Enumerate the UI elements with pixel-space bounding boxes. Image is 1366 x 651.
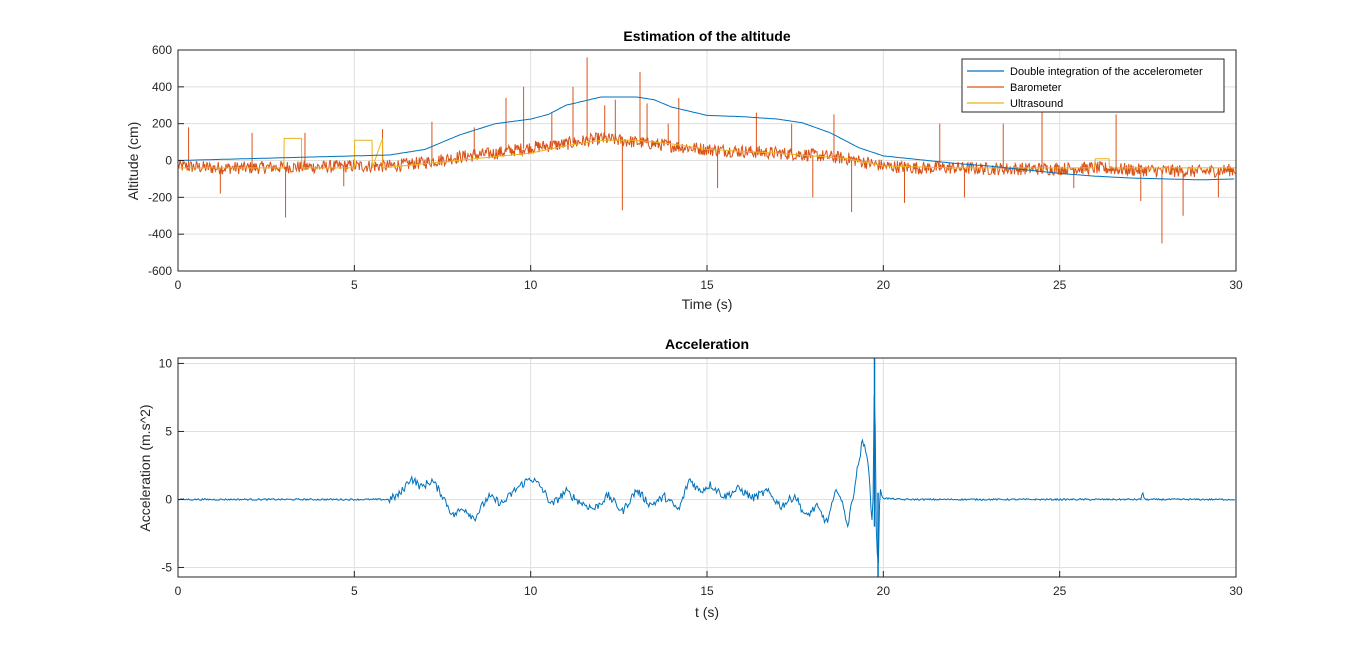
altitude-chart-title: Estimation of the altitude [623,28,790,44]
x-tick-label: 25 [1053,278,1067,292]
legend-box [961,58,1225,113]
y-tick-label: 200 [152,117,172,131]
y-tick-label: 0 [165,154,172,168]
y-tick-label: 10 [159,356,173,370]
x-tick-label: 10 [524,278,538,292]
acceleration-x-ticks: 0 5 10 15 20 25 30 [175,571,1243,598]
x-tick-label: 15 [700,584,714,598]
altitude-x-ticks: 0 5 10 15 20 25 30 [175,265,1243,292]
series-ultrasound [178,137,1236,169]
y-tick-label: 0 [165,492,172,506]
altitude-legend: Double integration of the accelerometer … [961,58,1225,113]
altitude-y-axis-label: Altitude (cm) [125,122,141,201]
y-tick-label: -400 [148,227,172,241]
altitude-x-axis-label: Time (s) [682,296,733,312]
x-tick-label: 15 [700,278,714,292]
y-tick-label: 600 [152,43,172,57]
acceleration-y-ticks: 10 5 0 -5 [159,356,184,574]
x-tick-label: 25 [1053,584,1067,598]
series-accelerometer-integration [178,96,1235,181]
x-tick-label: 5 [351,278,358,292]
x-tick-label: 20 [877,584,891,598]
altitude-axes: 0 5 10 15 20 25 30 600 400 200 0 -200 -400 -600 Esti… [125,28,1243,312]
acceleration-x-axis-label: t (s) [695,604,719,620]
y-tick-label: 400 [152,80,172,94]
x-tick-label: 5 [351,584,358,598]
y-tick-label: -600 [148,264,172,278]
acceleration-y-axis-label: Acceleration (m.s^2) [137,404,153,531]
y-tick-label: -200 [148,190,172,204]
x-tick-label: 0 [175,278,182,292]
legend-entry-barometer: Barometer [1010,82,1062,94]
x-tick-label: 20 [877,278,891,292]
legend-entry-ultrasound: Ultrasound [1010,98,1063,110]
y-tick-label: 5 [165,424,172,438]
x-tick-label: 10 [524,584,538,598]
series-acceleration [178,395,1235,563]
acceleration-chart-title: Acceleration [665,336,749,352]
altitude-series-group [178,57,1236,244]
y-tick-label: -5 [161,560,172,574]
legend-entry-accelerometer: Double integration of the accelerometer [1010,66,1203,78]
altitude-y-ticks: 600 400 200 0 -200 -400 -600 [148,43,184,278]
acceleration-series-group [178,358,1235,577]
x-tick-label: 0 [175,584,182,598]
x-tick-label: 30 [1229,584,1243,598]
x-tick-label: 30 [1229,278,1243,292]
